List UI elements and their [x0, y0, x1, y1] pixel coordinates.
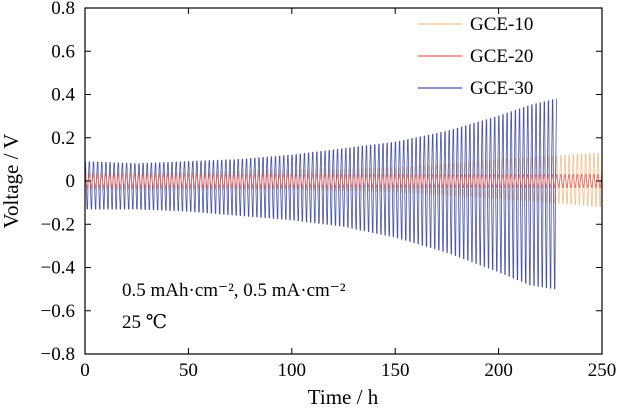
x-tick-label: 0 — [80, 360, 90, 381]
series-line-gce-30 — [84, 98, 557, 290]
y-tick-label: −0.6 — [41, 301, 75, 322]
y-tick-label: 0.4 — [51, 85, 75, 106]
test-condition-annotation: 0.5 mAh·cm⁻², 0.5 mA·cm⁻² — [122, 280, 346, 301]
legend: GCE-10 GCE-20 GCE-30 — [418, 14, 533, 99]
x-tick-label: 150 — [381, 360, 410, 381]
x-tick-label: 250 — [588, 360, 617, 381]
x-tick-label: 200 — [484, 360, 513, 381]
x-tick-label: 100 — [278, 360, 307, 381]
series-line-gce-20 — [85, 174, 603, 188]
x-tick-label: 50 — [179, 360, 198, 381]
y-tick-label: −0.8 — [41, 344, 75, 365]
temperature-annotation: 25 ℃ — [122, 312, 167, 333]
y-axis-title: Voltage / V — [0, 134, 23, 229]
series-layer — [84, 98, 603, 290]
tick-layer: 0 50 100 150 200 250 −0.8 −0.6 −0.4 −0.2 0 0.2 0.4 0.… — [41, 0, 617, 381]
y-tick-label: 0.2 — [51, 128, 75, 149]
y-tick-label: 0.6 — [51, 41, 75, 62]
y-tick-label: 0 — [66, 171, 76, 192]
legend-label-gce-10: GCE-10 — [470, 14, 533, 35]
legend-label-gce-30: GCE-30 — [470, 78, 533, 99]
y-tick-label: −0.2 — [41, 214, 75, 235]
legend-label-gce-20: GCE-20 — [470, 46, 533, 67]
x-axis-title: Time / h — [308, 385, 379, 409]
y-tick-label: 0.8 — [51, 0, 75, 19]
y-tick-label: −0.4 — [41, 258, 76, 279]
